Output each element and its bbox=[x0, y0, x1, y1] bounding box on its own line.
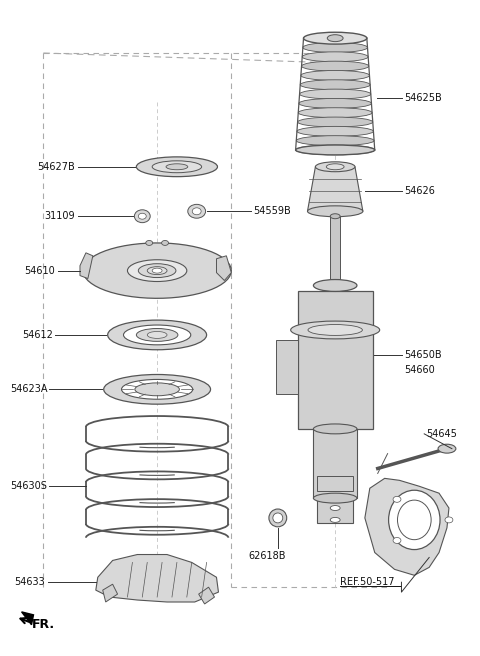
Text: 54627B: 54627B bbox=[37, 162, 75, 172]
Text: 54559B: 54559B bbox=[253, 206, 291, 216]
Polygon shape bbox=[96, 554, 218, 602]
Ellipse shape bbox=[303, 43, 368, 52]
Ellipse shape bbox=[313, 493, 357, 503]
Polygon shape bbox=[199, 587, 215, 604]
Ellipse shape bbox=[438, 444, 456, 453]
Ellipse shape bbox=[146, 241, 153, 245]
Ellipse shape bbox=[296, 136, 374, 146]
Text: 54633: 54633 bbox=[14, 577, 45, 587]
Polygon shape bbox=[216, 256, 231, 281]
Ellipse shape bbox=[393, 497, 401, 502]
Ellipse shape bbox=[303, 33, 367, 43]
Ellipse shape bbox=[188, 205, 205, 218]
Ellipse shape bbox=[308, 206, 363, 216]
Ellipse shape bbox=[121, 379, 193, 400]
Ellipse shape bbox=[147, 331, 167, 338]
Ellipse shape bbox=[269, 509, 287, 527]
Ellipse shape bbox=[300, 80, 370, 90]
Ellipse shape bbox=[152, 268, 162, 273]
Ellipse shape bbox=[135, 383, 180, 396]
FancyBboxPatch shape bbox=[330, 216, 340, 285]
Ellipse shape bbox=[330, 506, 340, 510]
Ellipse shape bbox=[330, 283, 340, 288]
Ellipse shape bbox=[136, 329, 178, 341]
FancyBboxPatch shape bbox=[317, 476, 353, 491]
Text: FR.: FR. bbox=[32, 618, 55, 631]
Ellipse shape bbox=[300, 89, 371, 99]
Polygon shape bbox=[80, 253, 93, 279]
Text: 54650B: 54650B bbox=[405, 350, 442, 359]
Ellipse shape bbox=[136, 157, 217, 176]
Ellipse shape bbox=[313, 279, 357, 291]
Ellipse shape bbox=[152, 161, 202, 173]
Ellipse shape bbox=[330, 214, 340, 218]
FancyBboxPatch shape bbox=[313, 429, 357, 498]
Ellipse shape bbox=[296, 145, 375, 155]
Ellipse shape bbox=[313, 424, 357, 434]
Text: 54610: 54610 bbox=[24, 266, 55, 276]
Ellipse shape bbox=[134, 210, 150, 222]
Ellipse shape bbox=[299, 98, 372, 108]
Polygon shape bbox=[308, 167, 363, 211]
Text: 62618B: 62618B bbox=[248, 550, 286, 560]
Text: 54660: 54660 bbox=[405, 365, 435, 375]
Ellipse shape bbox=[104, 375, 211, 404]
Ellipse shape bbox=[108, 320, 206, 350]
Polygon shape bbox=[22, 612, 34, 625]
Text: 31109: 31109 bbox=[45, 211, 75, 221]
Ellipse shape bbox=[128, 260, 187, 281]
Ellipse shape bbox=[138, 264, 176, 277]
Ellipse shape bbox=[166, 164, 188, 170]
Ellipse shape bbox=[393, 537, 401, 543]
Ellipse shape bbox=[298, 108, 372, 117]
Text: 54630S: 54630S bbox=[11, 482, 48, 491]
Ellipse shape bbox=[296, 145, 375, 155]
Ellipse shape bbox=[308, 325, 362, 335]
Ellipse shape bbox=[147, 267, 167, 275]
Ellipse shape bbox=[397, 500, 431, 540]
Text: 54623A: 54623A bbox=[10, 384, 48, 394]
Text: REF.50-517: REF.50-517 bbox=[340, 577, 395, 587]
Ellipse shape bbox=[291, 321, 380, 339]
Text: 54612: 54612 bbox=[23, 330, 53, 340]
Ellipse shape bbox=[273, 513, 283, 523]
Ellipse shape bbox=[162, 241, 168, 245]
Ellipse shape bbox=[327, 35, 343, 41]
Ellipse shape bbox=[123, 325, 191, 345]
Text: 54645: 54645 bbox=[426, 429, 457, 439]
Ellipse shape bbox=[303, 32, 367, 44]
Polygon shape bbox=[83, 243, 231, 298]
FancyBboxPatch shape bbox=[276, 340, 298, 394]
Ellipse shape bbox=[192, 208, 201, 215]
Polygon shape bbox=[365, 478, 449, 575]
Ellipse shape bbox=[445, 517, 453, 523]
Ellipse shape bbox=[301, 70, 370, 81]
Ellipse shape bbox=[389, 490, 440, 550]
Ellipse shape bbox=[301, 61, 369, 71]
Ellipse shape bbox=[315, 162, 355, 172]
Ellipse shape bbox=[138, 213, 146, 219]
Ellipse shape bbox=[297, 127, 373, 136]
Polygon shape bbox=[103, 584, 118, 602]
Ellipse shape bbox=[326, 164, 344, 170]
FancyBboxPatch shape bbox=[298, 291, 373, 429]
Text: 54626: 54626 bbox=[405, 186, 435, 197]
Ellipse shape bbox=[298, 117, 373, 127]
Text: 54625B: 54625B bbox=[405, 92, 442, 102]
Ellipse shape bbox=[302, 52, 368, 62]
Ellipse shape bbox=[330, 518, 340, 522]
FancyBboxPatch shape bbox=[317, 498, 353, 523]
